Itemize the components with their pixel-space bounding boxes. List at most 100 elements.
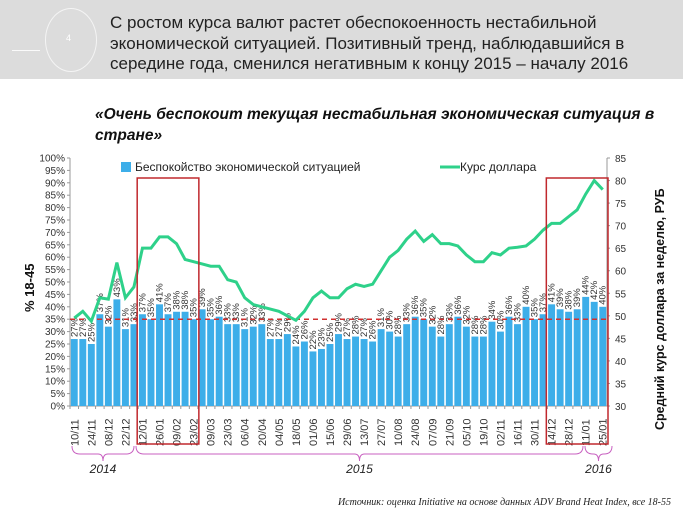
x-tick-label: 04/05 [274, 418, 286, 446]
bar [531, 319, 539, 406]
bar [428, 326, 436, 406]
source-note: Источник: оценка Initiative на основе да… [337, 497, 671, 508]
bar-value-label: 28% [478, 315, 489, 335]
x-tick-label: 29/06 [342, 418, 354, 446]
bar [198, 309, 206, 406]
bar [241, 329, 249, 406]
y-tick-label: 100% [39, 154, 65, 165]
bar-value-label: 27% [265, 317, 276, 337]
x-tick-label: 25/01 [598, 418, 610, 446]
y-axis-title: % 18-45 [22, 264, 37, 312]
x-tick-label: 10/08 [393, 418, 405, 446]
bar [352, 336, 360, 406]
y-tick-label: 85% [45, 191, 65, 202]
x-tick-label: 23/02 [189, 418, 201, 446]
bar-value-label: 33% [223, 303, 234, 323]
y-tick-label: 60% [45, 253, 65, 264]
bar [488, 321, 496, 406]
bar-value-label: 33% [402, 303, 413, 323]
bar [130, 324, 138, 406]
year-label: 2014 [89, 462, 117, 476]
x-tick-label: 23/03 [223, 418, 235, 446]
bar-value-label: 38% [180, 290, 191, 310]
bar-value-label: 26% [299, 320, 310, 340]
bar-value-label: 28% [470, 315, 481, 335]
bar-value-label: 33% [231, 303, 242, 323]
bar [138, 314, 146, 406]
bar [599, 306, 607, 406]
bar [292, 346, 300, 406]
bar-value-label: 36% [214, 295, 225, 315]
bar [249, 326, 257, 406]
bar-value-label: 37% [163, 293, 174, 313]
bar-value-label: 30% [495, 310, 506, 330]
x-tick-label: 02/11 [495, 419, 507, 446]
bar [505, 316, 513, 406]
bar [403, 324, 411, 406]
y-tick-label: 40% [45, 302, 65, 313]
x-tick-label: 28/12 [564, 418, 576, 446]
y-tick-label: 90% [45, 178, 65, 189]
x-tick-label: 05/10 [461, 418, 473, 446]
bar [232, 324, 240, 406]
bar [121, 329, 129, 406]
bar [411, 316, 419, 406]
x-tick-label: 24/11 [86, 419, 98, 446]
y2-tick-label: 75 [615, 199, 627, 210]
bar [104, 326, 112, 406]
bar [548, 304, 556, 406]
chart-title: «Очень беспокоит текущая нестабильная эк… [95, 106, 655, 144]
bar-value-label: 33% [257, 303, 268, 323]
x-tick-label: 18/05 [291, 418, 303, 446]
bar [343, 339, 351, 406]
bar-value-label: 33% [129, 303, 140, 323]
bar [156, 304, 163, 406]
bar-value-label: 32% [461, 305, 472, 325]
x-tick-label: 22/12 [120, 418, 132, 446]
y-tick-label: 0% [51, 402, 66, 413]
x-tick-label: 11/01 [581, 419, 593, 446]
bar [113, 299, 121, 406]
bar-value-label: 28% [436, 315, 447, 335]
bar-value-label: 27% [78, 317, 89, 337]
bar [79, 339, 87, 406]
bar [479, 336, 487, 406]
y2-tick-label: 45 [615, 334, 627, 345]
bar-value-label: 22% [308, 330, 319, 350]
bar [514, 324, 521, 406]
bar [96, 314, 104, 406]
bar-value-label: 26% [368, 320, 379, 340]
bar-value-label: 31% [240, 308, 251, 328]
bar [454, 316, 462, 406]
bar-value-label: 41% [155, 283, 166, 303]
y2-tick-label: 50 [615, 312, 627, 323]
bar-value-label: 38% [564, 290, 575, 310]
y2-tick-label: 70 [615, 222, 627, 233]
bar-value-label: 27% [342, 317, 353, 337]
bar [190, 319, 198, 406]
bar [496, 331, 504, 406]
y-tick-label: 5% [51, 389, 66, 400]
x-tick-label: 06/04 [240, 418, 252, 446]
bar-value-label: 33% [444, 303, 455, 323]
bar-value-label: 34% [487, 300, 498, 320]
bar-value-label: 31% [376, 308, 387, 328]
decorative-line [12, 50, 40, 51]
bar [539, 314, 547, 406]
y2-tick-label: 55 [615, 289, 627, 300]
bar [309, 351, 317, 406]
x-tick-label: 12/01 [137, 418, 149, 446]
bar-value-label: 25% [86, 322, 97, 342]
y-tick-label: 25% [45, 340, 65, 351]
slide-number-circle [45, 8, 97, 72]
x-tick-label: 07/09 [427, 418, 439, 446]
y-tick-label: 75% [45, 216, 65, 227]
highlight-box [545, 177, 609, 445]
y-tick-label: 30% [45, 327, 65, 338]
bar [386, 331, 394, 406]
y-tick-label: 70% [45, 228, 65, 239]
bar-value-label: 27% [359, 317, 370, 337]
year-brace [135, 445, 584, 462]
bar [471, 336, 479, 406]
